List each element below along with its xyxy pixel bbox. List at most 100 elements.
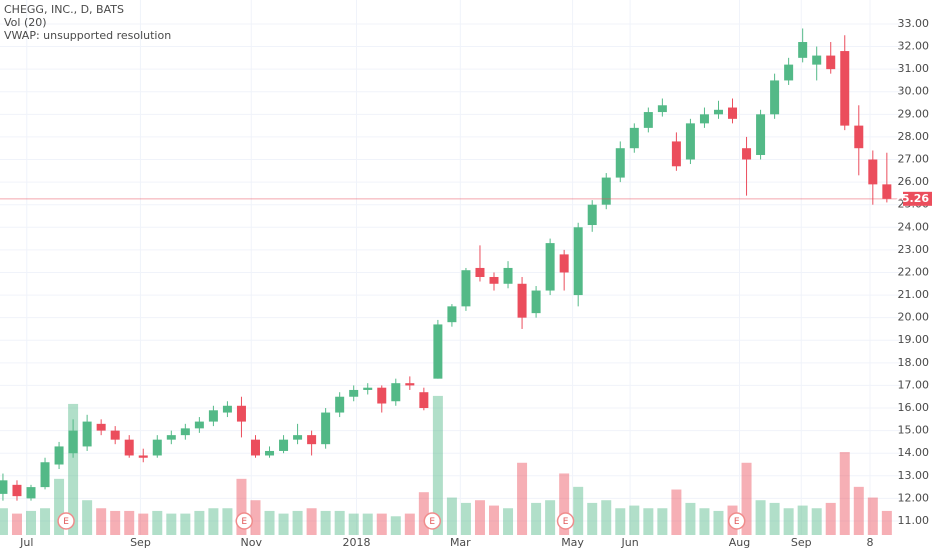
candle-body xyxy=(236,405,246,422)
candle-body xyxy=(363,387,373,390)
y-tick-label: 19.00 xyxy=(898,333,930,346)
volume-bar xyxy=(110,510,121,535)
y-tick-label: 12.00 xyxy=(898,491,930,504)
candle-body xyxy=(840,51,850,126)
candle-body xyxy=(461,270,471,307)
volume-bar xyxy=(825,502,836,535)
candle-body xyxy=(503,267,513,284)
candle-body xyxy=(40,462,50,488)
volume-bar xyxy=(138,513,149,535)
candle-body xyxy=(96,423,106,431)
y-tick-label: 24.00 xyxy=(898,220,930,233)
candle-body xyxy=(208,410,218,422)
candle-body xyxy=(433,324,443,379)
y-tick-label: 17.00 xyxy=(898,378,930,391)
candle-body xyxy=(307,435,317,445)
candle-body xyxy=(152,439,162,456)
last-price-label: 25.26 xyxy=(894,192,929,205)
y-tick-label: 20.00 xyxy=(898,311,930,324)
x-tick-label: Aug xyxy=(729,536,750,549)
y-tick-label: 31.00 xyxy=(898,62,930,75)
volume-bar xyxy=(587,502,598,535)
volume-bar xyxy=(881,510,892,535)
volume-bar xyxy=(152,510,163,535)
candle-body xyxy=(587,204,597,226)
volume-bar xyxy=(517,462,528,535)
volume-bar xyxy=(573,486,584,535)
earnings-marker xyxy=(556,512,575,530)
volume-bar xyxy=(867,497,878,535)
volume-bar xyxy=(0,508,8,535)
candle-body xyxy=(405,383,415,386)
y-tick-label: 28.00 xyxy=(898,130,930,143)
volume-bar xyxy=(503,508,514,535)
volume-bar xyxy=(741,462,752,535)
candle-body xyxy=(728,107,738,119)
y-tick-label: 13.00 xyxy=(898,469,930,482)
volume-bar xyxy=(11,513,22,535)
volume-bar xyxy=(362,513,373,535)
volume-bar xyxy=(615,508,626,535)
volume-bar xyxy=(404,513,415,535)
y-tick-label: 14.00 xyxy=(898,446,930,459)
volume-bar xyxy=(54,478,65,535)
volume-bar xyxy=(96,508,107,535)
earnings-label: E xyxy=(241,517,247,527)
volume-bar xyxy=(390,516,401,535)
candle-body xyxy=(68,430,78,454)
x-tick-label: Sep xyxy=(791,536,812,549)
earnings-marker xyxy=(57,512,75,530)
volume-bar xyxy=(545,500,556,535)
candle-body xyxy=(194,421,204,429)
candle-body xyxy=(826,55,836,70)
volume-bar xyxy=(418,492,429,535)
candle-body xyxy=(770,80,780,115)
candle-layer xyxy=(0,28,892,501)
volume-bar xyxy=(699,508,710,535)
candle-body xyxy=(321,412,331,445)
candle-body xyxy=(756,114,766,155)
candle-body xyxy=(643,112,653,128)
volume-bar xyxy=(264,510,275,535)
candle-body xyxy=(573,227,583,296)
y-tick-label: 16.00 xyxy=(898,401,930,414)
volume-bar xyxy=(68,403,79,535)
y-tick-label: 32.00 xyxy=(898,40,930,53)
chart-title: CHEGG, INC., D, BATS xyxy=(4,3,124,16)
candle-body xyxy=(124,439,134,456)
candle-body xyxy=(222,405,232,413)
volume-bar xyxy=(348,513,359,535)
volume-bar xyxy=(26,510,37,535)
candle-body xyxy=(713,109,723,115)
volume-bar xyxy=(474,500,485,535)
volume-bar xyxy=(40,508,51,535)
y-tick-label: 26.00 xyxy=(898,175,930,188)
candle-body xyxy=(82,421,92,447)
volume-bar xyxy=(713,510,724,535)
candle-body xyxy=(335,396,345,413)
candle-body xyxy=(812,55,822,65)
earnings-marker xyxy=(423,512,442,530)
candle-body xyxy=(26,487,36,499)
candle-body xyxy=(671,141,681,167)
candle-body xyxy=(0,480,8,494)
volume-bar xyxy=(489,505,500,535)
y-tick-label: 22.00 xyxy=(898,265,930,278)
x-tick-label: May xyxy=(561,536,584,549)
candle-body xyxy=(349,389,359,397)
volume-bar xyxy=(208,508,219,535)
candle-body xyxy=(377,387,387,404)
volume-bar xyxy=(334,510,345,535)
candle-body xyxy=(517,283,527,318)
x-tick-label: 8 xyxy=(867,536,874,549)
volume-bar xyxy=(643,508,654,535)
candle-body xyxy=(138,455,148,458)
candle-body xyxy=(110,430,120,440)
volume-bar xyxy=(629,505,640,535)
candle-body xyxy=(391,383,401,402)
volume-bar xyxy=(839,452,850,535)
volume-bar xyxy=(811,508,822,535)
volume-bar xyxy=(236,478,247,535)
